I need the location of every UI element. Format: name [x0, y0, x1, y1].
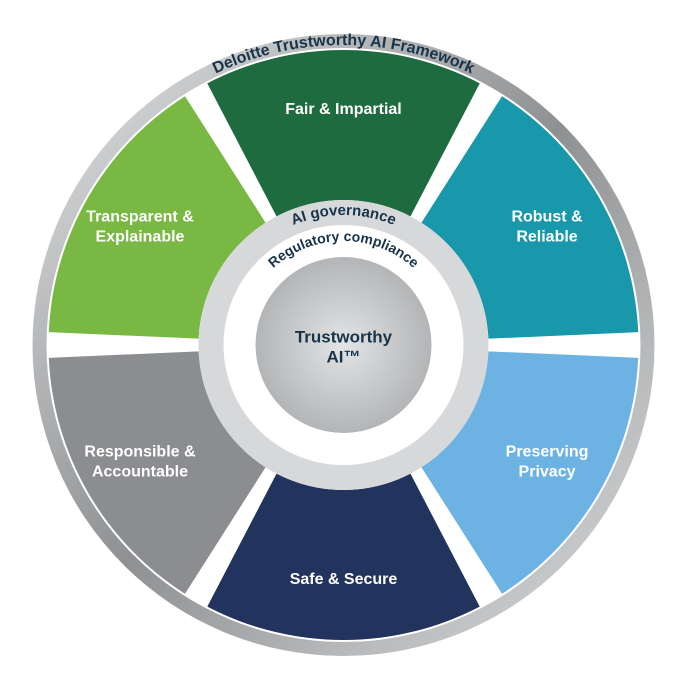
trustworthy-ai-wheel: Fair & ImpartialRobust &ReliablePreservi… — [0, 0, 687, 690]
center-title-line1: Trustworthy — [295, 327, 393, 346]
slice-label-3: Safe & Secure — [290, 571, 398, 588]
center-title-line2: AI™ — [327, 347, 361, 366]
slice-label-0: Fair & Impartial — [285, 101, 401, 118]
